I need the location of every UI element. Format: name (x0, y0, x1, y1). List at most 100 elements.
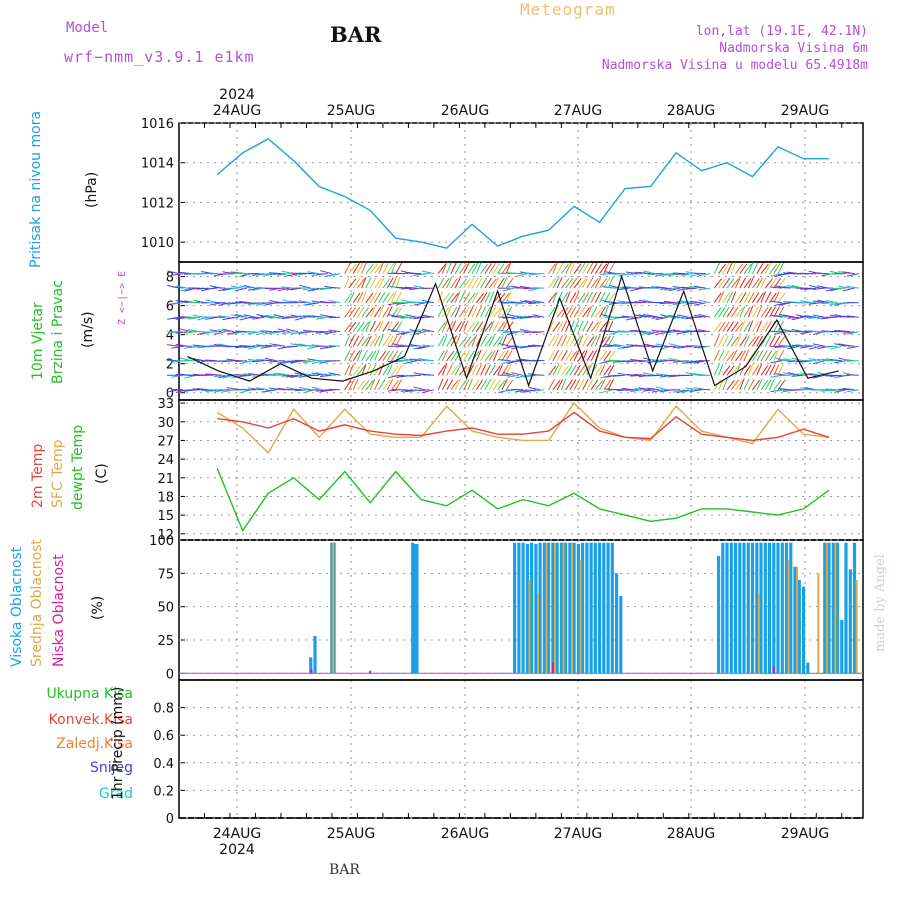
wind-barb (812, 343, 825, 347)
wind-barb (804, 344, 817, 347)
wind-barb (450, 365, 459, 376)
wind-barb (519, 300, 532, 304)
wind-barb (441, 306, 450, 318)
wind-barb (573, 263, 582, 274)
model-label: Model (66, 20, 109, 36)
wind-barb (630, 316, 643, 320)
wind-barb (498, 359, 511, 362)
wind-barb (676, 287, 689, 292)
wind-barb (497, 364, 504, 376)
wind-barb (286, 374, 299, 378)
wind-barb (764, 306, 773, 318)
wind-barb (273, 273, 286, 275)
high-cloud-bar (521, 542, 525, 674)
wind-barb (390, 335, 398, 347)
wind-barb (356, 349, 363, 361)
wind-barb (213, 374, 226, 378)
wind-barb (484, 351, 493, 362)
wind-barb (484, 364, 491, 376)
wind-barb (281, 331, 294, 335)
wind-barb (454, 378, 461, 391)
wind-barb (324, 273, 337, 278)
wind-barb (471, 291, 479, 303)
high-cloud-bar (742, 542, 746, 674)
wind-barb (764, 321, 772, 332)
wind-barb (586, 379, 594, 391)
wind-barb (846, 345, 859, 349)
wind-barb (668, 329, 681, 333)
wind-barb (502, 372, 515, 376)
wind-barb (756, 292, 765, 303)
wind-barb (582, 365, 590, 376)
wind-barb (739, 364, 746, 376)
wind-barb (373, 278, 383, 289)
wind-barb (480, 306, 487, 318)
wind-barb (361, 349, 368, 362)
wind-barb (743, 263, 752, 274)
wind-barb (502, 360, 515, 364)
wind-barb (307, 271, 320, 275)
wind-barb (226, 331, 239, 335)
wind-barb (298, 300, 311, 304)
mid-cloud-bar (855, 580, 858, 674)
wind-barb (405, 314, 418, 318)
wind-barb (467, 336, 476, 347)
wind-barb (463, 336, 472, 347)
wind-barb (718, 321, 726, 332)
wind-barb (441, 349, 448, 362)
wind-barb (260, 330, 273, 333)
wind-barb (171, 302, 184, 305)
wind-barb (298, 315, 311, 318)
wind-barb (655, 273, 668, 277)
wind-barb (718, 263, 727, 274)
wind-barb (302, 315, 316, 318)
wind-barb (454, 321, 463, 332)
wind-barb (506, 374, 519, 378)
wind-barb (726, 291, 733, 303)
wind-barb (294, 316, 307, 321)
wind-barb (273, 314, 286, 318)
wind-barb (747, 262, 754, 274)
wind-barb (422, 314, 434, 318)
wind-barb (437, 277, 445, 289)
high-cloud-bar (801, 586, 806, 674)
wind-barb (386, 350, 395, 362)
wind-barb (523, 345, 536, 348)
wind-barb (344, 276, 350, 289)
wind-barb (356, 262, 364, 274)
wind-barb (599, 350, 608, 362)
wind-barb (552, 379, 561, 391)
wind-barb (365, 263, 374, 274)
wind-barb (501, 292, 510, 304)
high-cloud-bar (538, 542, 542, 674)
wind-barb (829, 374, 842, 377)
wind-barb (693, 302, 706, 306)
wind-barb (365, 380, 374, 391)
wind-barb (655, 331, 668, 336)
high-cloud-bar (767, 542, 772, 674)
wind-barb (463, 277, 471, 289)
wind-barb (655, 343, 668, 347)
wind-barb (603, 262, 610, 274)
wind-barb (467, 306, 474, 318)
mid-cloud-bar (579, 560, 582, 674)
wind-barb (552, 262, 558, 274)
mid-cloud-bar (817, 573, 820, 674)
mid-cloud-bar (562, 542, 565, 674)
wind-barb (404, 286, 417, 289)
wind-barb (617, 345, 630, 350)
wind-barb (484, 321, 493, 332)
wind-barb (492, 277, 500, 289)
wind-barb (713, 335, 720, 347)
ytick-label: 0.6 (153, 729, 174, 744)
wind-barb (590, 379, 599, 391)
wind-barb (315, 273, 328, 276)
xtick-label-top: 28AUG (667, 103, 716, 119)
wind-barb (475, 349, 482, 362)
wind-barb (515, 389, 528, 393)
wind-barb (417, 329, 430, 333)
wind-barb (454, 277, 461, 289)
wind-barb (319, 374, 332, 378)
wind-barb (735, 292, 743, 303)
wind-barb (713, 278, 722, 289)
